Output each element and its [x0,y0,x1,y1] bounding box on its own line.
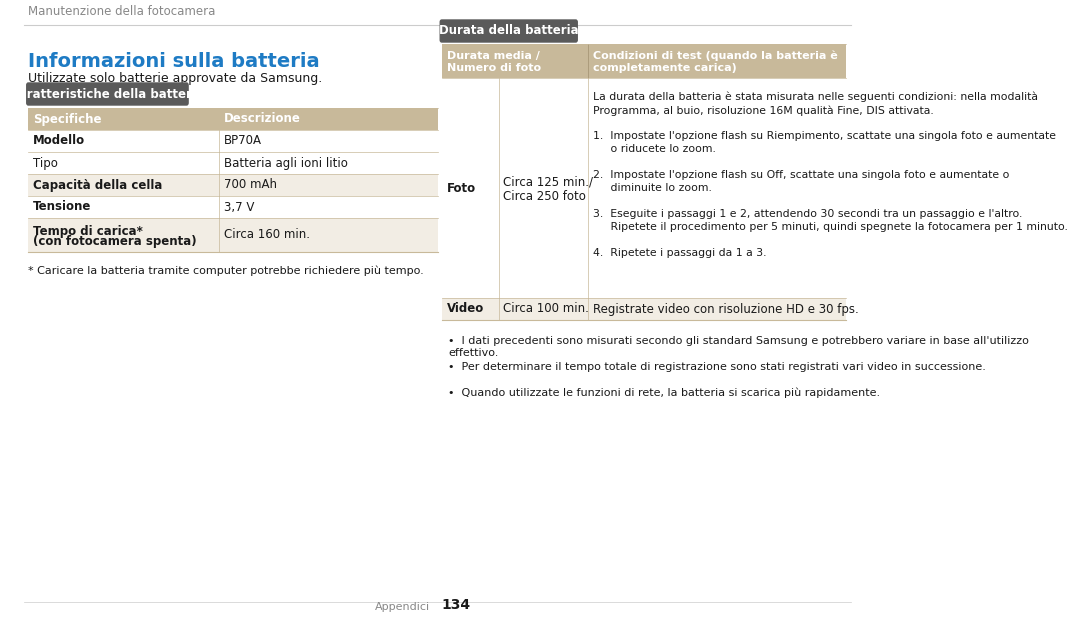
Bar [28,196,437,218]
Text: Informazioni sulla batteria: Informazioni sulla batteria [28,52,320,71]
Text: (con fotocamera spenta): (con fotocamera spenta) [33,236,197,248]
Text: Ripetete il procedimento per 5 minuti, quindi spegnete la fotocamera per 1 minut: Ripetete il procedimento per 5 minuti, q… [593,222,1067,232]
Text: Specifiche: Specifiche [33,113,102,125]
Text: •  Per determinare il tempo totale di registrazione sono stati registrati vari v: • Per determinare il tempo totale di reg… [448,362,986,372]
Text: 3.  Eseguite i passaggi 1 e 2, attendendo 30 secondi tra un passaggio e l'altro.: 3. Eseguite i passaggi 1 e 2, attendendo… [593,209,1022,219]
Text: Circa 250 foto: Circa 250 foto [503,190,586,202]
Text: 1.  Impostate l'opzione flash su Riempimento, scattate una singola foto e aument: 1. Impostate l'opzione flash su Riempime… [593,131,1055,141]
Text: La durata della batteria è stata misurata nelle seguenti condizioni: nella modal: La durata della batteria è stata misurat… [593,92,1038,103]
Text: Video: Video [447,302,484,316]
Text: •  I dati precedenti sono misurati secondo gli standard Samsung e potrebbero var: • I dati precedenti sono misurati second… [448,336,1029,358]
Text: Appendici: Appendici [375,602,430,612]
Bar [442,78,846,298]
Text: Foto: Foto [447,181,476,195]
Text: 134: 134 [442,598,471,612]
FancyBboxPatch shape [27,83,188,105]
Text: Circa 100 min.: Circa 100 min. [503,302,590,316]
Text: Tipo: Tipo [33,156,58,169]
Text: completamente carica): completamente carica) [593,63,737,73]
Text: Tensione: Tensione [33,200,92,214]
Text: 2.  Impostate l'opzione flash su Off, scattate una singola foto e aumentate o: 2. Impostate l'opzione flash su Off, sca… [593,170,1009,180]
Bar [442,298,846,320]
Bar [28,130,437,152]
Text: Descrizione: Descrizione [224,113,300,125]
Text: Manutenzione della fotocamera: Manutenzione della fotocamera [28,5,216,18]
Text: Capacità della cella: Capacità della cella [33,178,163,192]
Text: Condizioni di test (quando la batteria è: Condizioni di test (quando la batteria è [593,51,837,61]
Bar [28,152,437,174]
Text: Modello: Modello [33,134,85,147]
Text: Durata media /: Durata media / [447,51,540,61]
Text: Registrate video con risoluzione HD e 30 fps.: Registrate video con risoluzione HD e 30… [593,302,859,316]
Text: Circa 125 min./: Circa 125 min./ [503,176,594,188]
Text: Numero di foto: Numero di foto [447,63,541,73]
Text: o riducete lo zoom.: o riducete lo zoom. [593,144,716,154]
Text: 4.  Ripetete i passaggi da 1 a 3.: 4. Ripetete i passaggi da 1 a 3. [593,248,766,258]
Text: Caratteristiche della batteria: Caratteristiche della batteria [11,88,204,101]
Text: Tempo di carica*: Tempo di carica* [33,224,144,238]
Text: diminuite lo zoom.: diminuite lo zoom. [593,183,712,193]
Text: 700 mAh: 700 mAh [224,178,276,192]
Bar [28,174,437,196]
Text: 3,7 V: 3,7 V [224,200,254,214]
Text: BP70A: BP70A [224,134,261,147]
Text: Programma, al buio, risoluzione 16M qualità Fine, DIS attivata.: Programma, al buio, risoluzione 16M qual… [593,105,933,115]
Bar [28,218,437,252]
Text: Batteria agli ioni litio: Batteria agli ioni litio [224,156,348,169]
Bar [28,108,437,130]
Text: Utilizzate solo batterie approvate da Samsung.: Utilizzate solo batterie approvate da Sa… [28,72,323,85]
Text: * Caricare la batteria tramite computer potrebbe richiedere più tempo.: * Caricare la batteria tramite computer … [28,266,424,277]
Text: •  Quando utilizzate le funzioni di rete, la batteria si scarica più rapidamente: • Quando utilizzate le funzioni di rete,… [448,388,880,399]
Bar [442,44,846,78]
Text: Circa 160 min.: Circa 160 min. [224,229,310,241]
Text: Durata della batteria: Durata della batteria [438,25,579,38]
FancyBboxPatch shape [441,20,577,42]
